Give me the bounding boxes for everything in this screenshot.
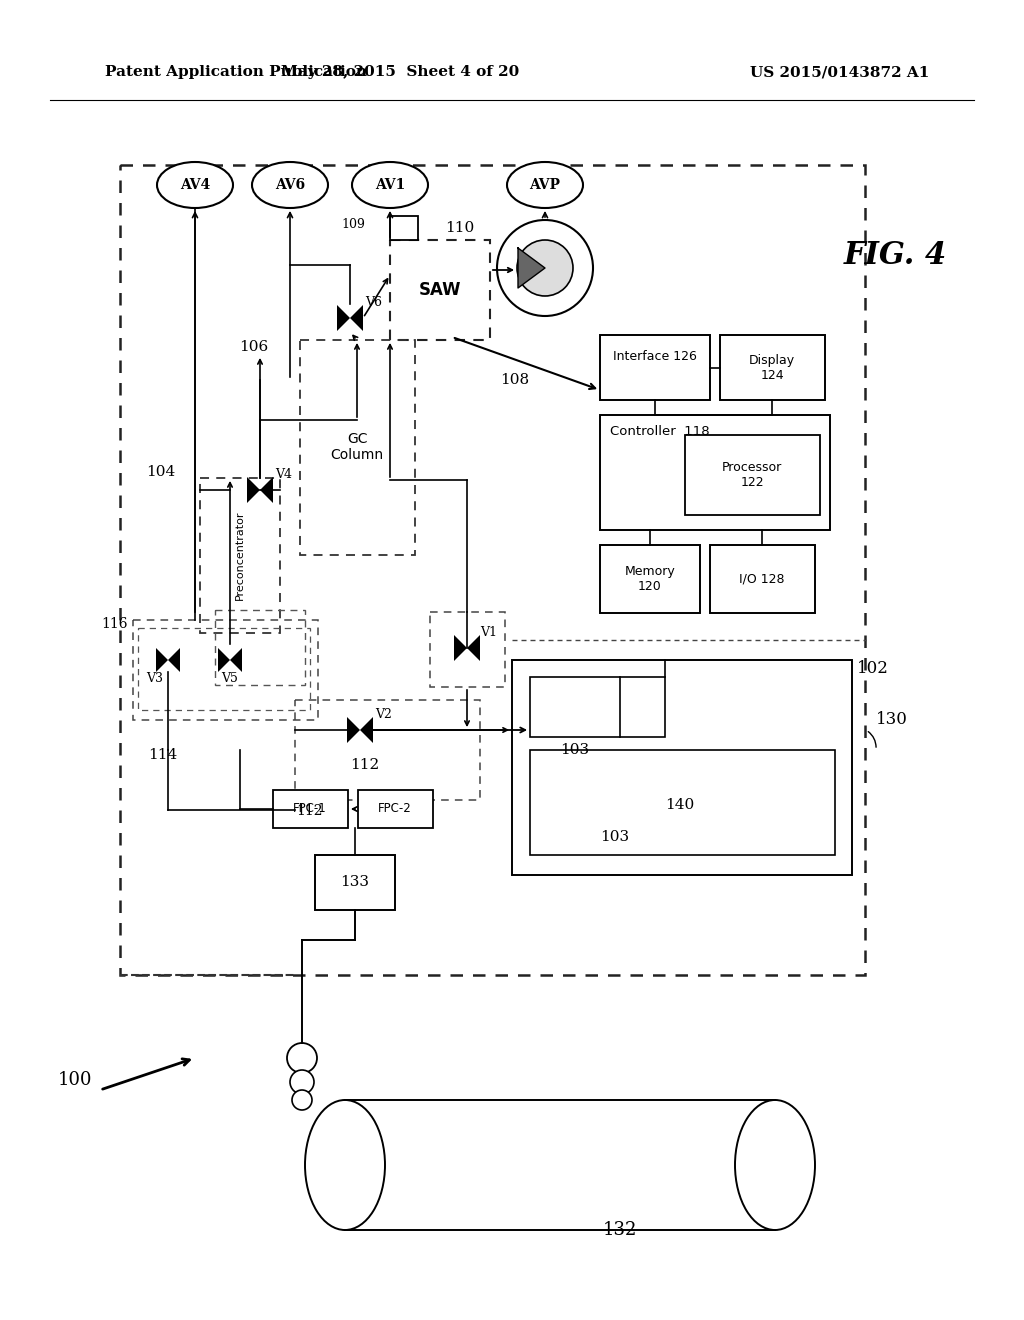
Ellipse shape — [290, 1071, 314, 1094]
Text: Controller  118: Controller 118 — [610, 425, 710, 438]
Text: AVP: AVP — [529, 178, 560, 191]
Text: 103: 103 — [600, 830, 629, 843]
Bar — [315, 855, 395, 909]
Text: May 28, 2015  Sheet 4 of 20: May 28, 2015 Sheet 4 of 20 — [281, 65, 519, 79]
Text: 132: 132 — [603, 1221, 637, 1239]
Bar — [710, 545, 815, 612]
Text: V3: V3 — [146, 672, 164, 685]
Ellipse shape — [497, 220, 593, 315]
Text: Memory
120: Memory 120 — [625, 565, 676, 593]
Bar — [200, 478, 280, 634]
Bar — [358, 789, 433, 828]
Bar — [430, 612, 505, 686]
Polygon shape — [230, 648, 242, 672]
Text: 130: 130 — [876, 711, 908, 729]
Bar — [295, 700, 480, 800]
Text: I/O 128: I/O 128 — [739, 573, 784, 586]
Polygon shape — [156, 648, 168, 672]
Polygon shape — [350, 305, 362, 331]
Text: Display
124: Display 124 — [749, 354, 795, 381]
Text: 110: 110 — [445, 220, 474, 235]
Bar — [215, 610, 305, 685]
Polygon shape — [467, 635, 480, 661]
Polygon shape — [518, 248, 545, 288]
Ellipse shape — [292, 1090, 312, 1110]
Bar — [512, 660, 852, 875]
Polygon shape — [168, 648, 180, 672]
Text: AV4: AV4 — [180, 178, 210, 191]
Text: 103: 103 — [560, 743, 589, 756]
Text: 102: 102 — [857, 660, 889, 677]
Ellipse shape — [507, 162, 583, 209]
Bar — [600, 414, 830, 531]
Bar — [685, 436, 820, 515]
Text: Preconcentrator: Preconcentrator — [234, 511, 245, 599]
Text: Processor
122: Processor 122 — [722, 461, 782, 488]
Polygon shape — [218, 648, 230, 672]
Text: GC
Column: GC Column — [331, 432, 384, 462]
Bar — [600, 545, 700, 612]
Bar — [120, 165, 865, 975]
Polygon shape — [260, 477, 273, 503]
Text: US 2015/0143872 A1: US 2015/0143872 A1 — [750, 65, 930, 79]
Bar — [138, 628, 310, 710]
Text: V1: V1 — [480, 627, 497, 639]
Ellipse shape — [287, 1043, 317, 1073]
Text: 106: 106 — [239, 341, 268, 354]
Text: V2: V2 — [375, 709, 392, 722]
Bar — [390, 216, 418, 240]
Bar — [133, 620, 318, 719]
Bar — [300, 341, 415, 554]
Text: 114: 114 — [148, 748, 177, 762]
Ellipse shape — [305, 1100, 385, 1230]
Polygon shape — [337, 305, 350, 331]
Polygon shape — [247, 477, 260, 503]
Bar — [390, 240, 490, 341]
Text: 112: 112 — [350, 758, 379, 772]
Polygon shape — [347, 717, 360, 743]
Text: AV6: AV6 — [274, 178, 305, 191]
Ellipse shape — [252, 162, 328, 209]
Bar — [600, 335, 710, 400]
Text: 108: 108 — [501, 374, 529, 387]
Text: V4: V4 — [275, 469, 292, 482]
Text: V5: V5 — [221, 672, 239, 685]
Polygon shape — [454, 635, 467, 661]
Text: 140: 140 — [666, 799, 694, 812]
Text: 112: 112 — [296, 804, 323, 818]
Text: SAW: SAW — [419, 281, 461, 300]
Text: 100: 100 — [57, 1071, 92, 1089]
Bar — [530, 750, 835, 855]
Ellipse shape — [517, 240, 573, 296]
Ellipse shape — [157, 162, 233, 209]
Text: FPC-1: FPC-1 — [293, 803, 327, 816]
Text: 109: 109 — [341, 218, 365, 231]
Text: Interface 126: Interface 126 — [613, 350, 697, 363]
Ellipse shape — [352, 162, 428, 209]
Ellipse shape — [735, 1100, 815, 1230]
Bar — [720, 335, 825, 400]
Bar — [345, 1100, 775, 1230]
Bar — [530, 677, 665, 737]
Text: FPC-2: FPC-2 — [378, 803, 412, 816]
Text: Patent Application Publication: Patent Application Publication — [105, 65, 367, 79]
Polygon shape — [360, 717, 373, 743]
Text: 104: 104 — [145, 465, 175, 479]
Text: V6: V6 — [365, 297, 382, 309]
Text: FIG. 4: FIG. 4 — [844, 239, 946, 271]
Text: AV1: AV1 — [375, 178, 406, 191]
Text: 116: 116 — [101, 616, 128, 631]
Bar — [273, 789, 348, 828]
Text: 133: 133 — [341, 875, 370, 888]
